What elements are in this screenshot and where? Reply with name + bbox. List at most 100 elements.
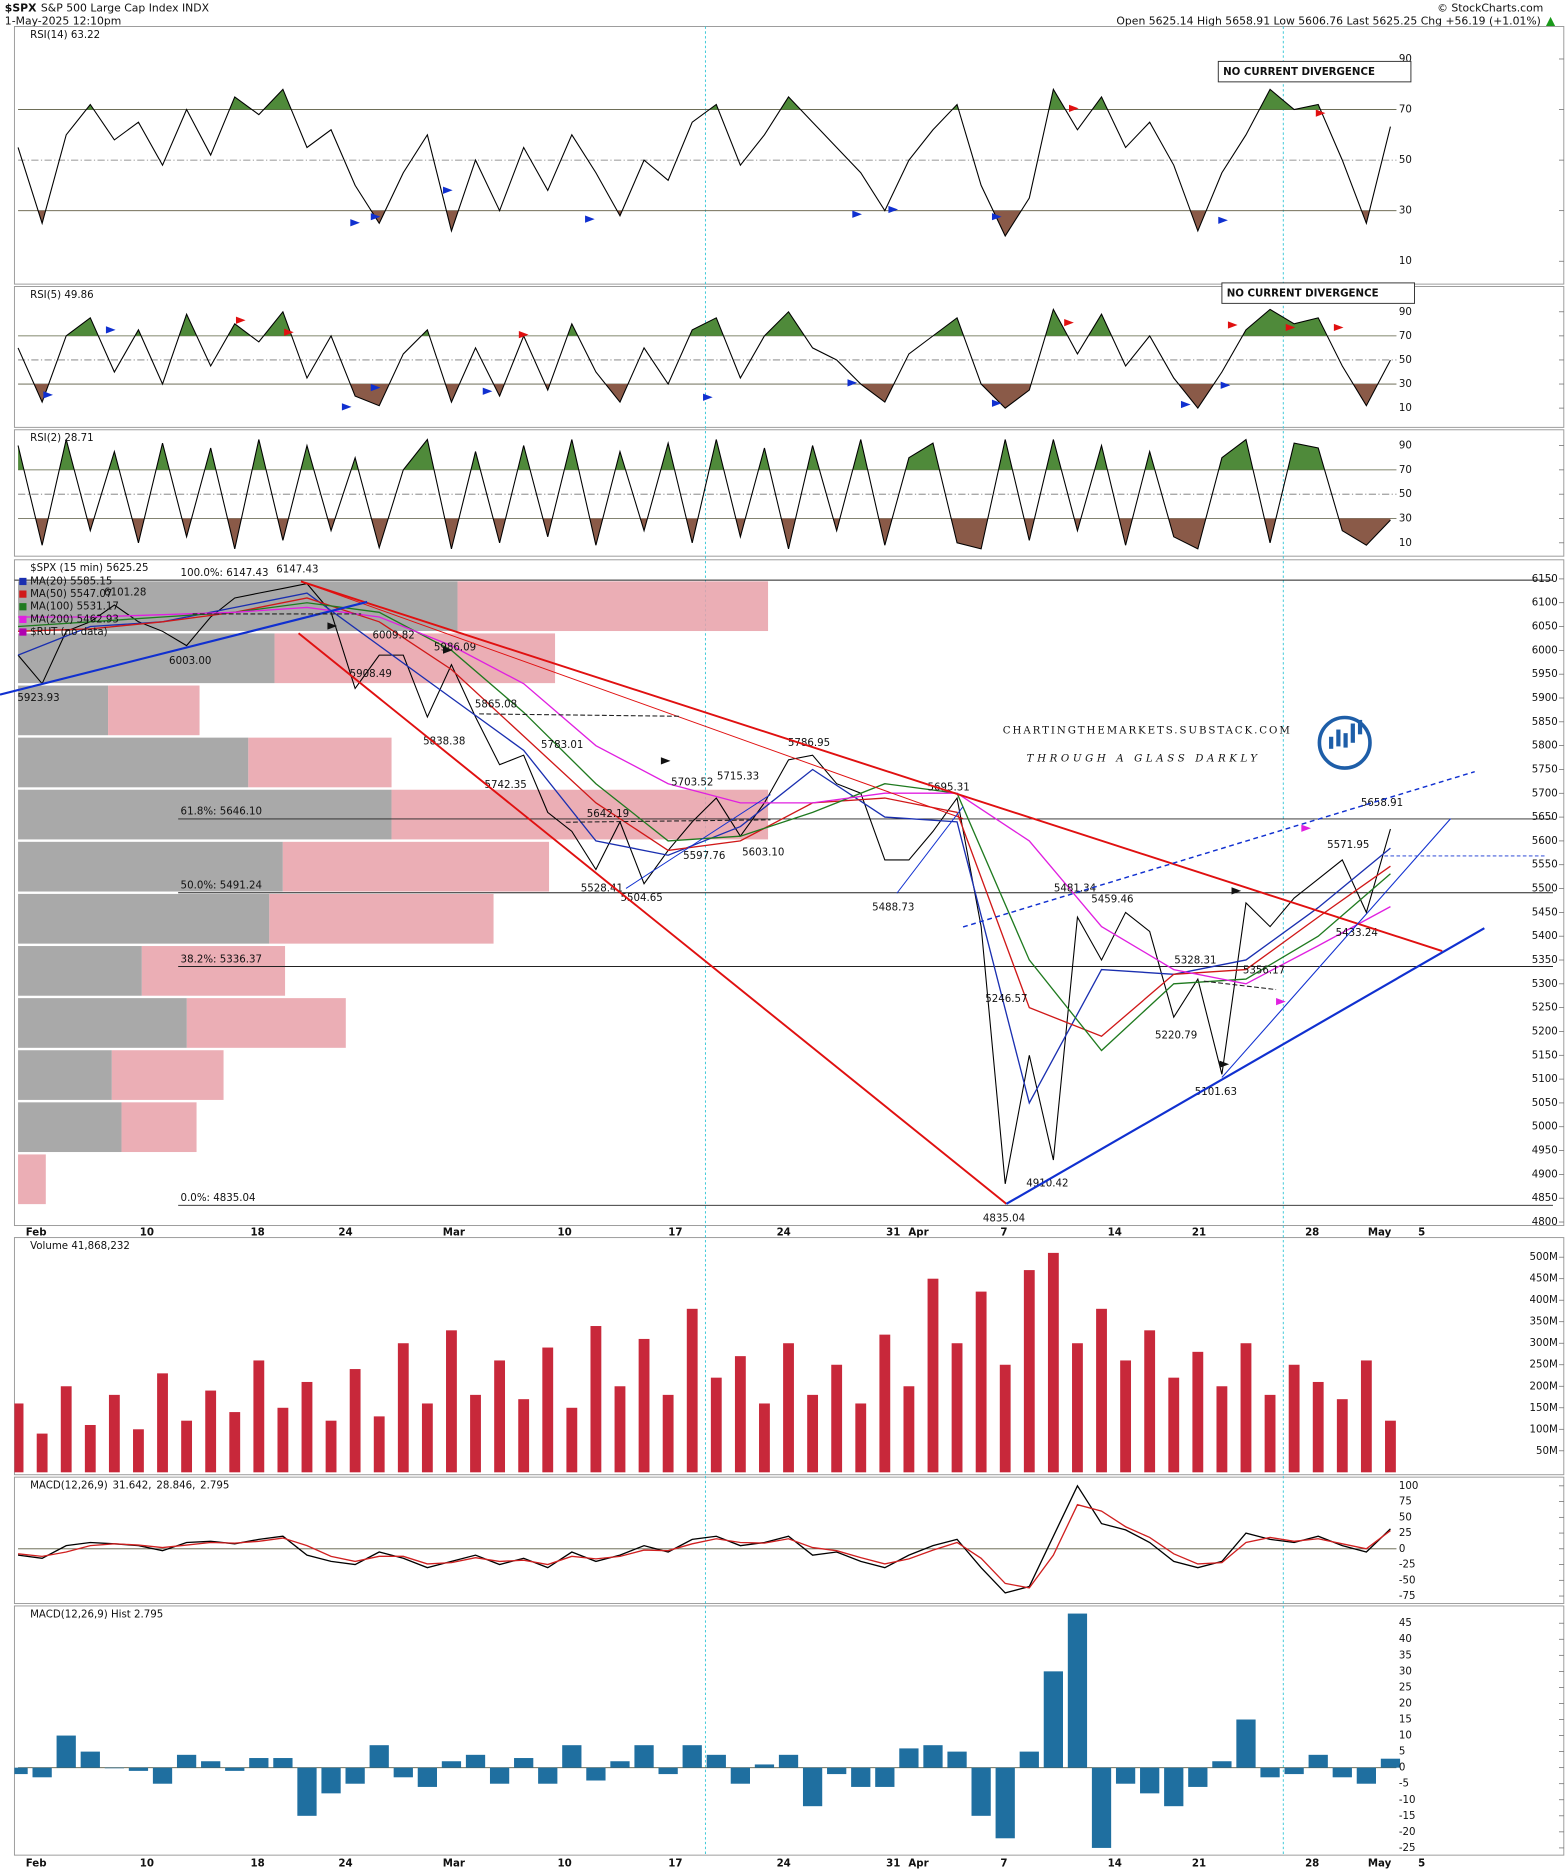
fib-label: 100.0%: 6147.43 <box>181 568 269 579</box>
y-tick-label: 50 <box>1399 355 1412 366</box>
bar <box>229 1412 241 1473</box>
y-tick-label: 30 <box>1399 1666 1412 1677</box>
arrow-head <box>585 215 595 223</box>
x-tick-label: 24 <box>777 1228 791 1239</box>
y-tick-label: 30 <box>1399 206 1412 217</box>
x-tick-label: 17 <box>668 1228 682 1239</box>
x-tick-label: 5 <box>1418 1859 1425 1870</box>
oversold-fill <box>18 384 1391 409</box>
y-tick-label: 250M <box>1529 1360 1557 1371</box>
y-tick-label: 100M <box>1529 1424 1557 1435</box>
arrow-head <box>1227 321 1238 329</box>
price-label: 5328.31 <box>1174 956 1216 967</box>
y-tick-label: -10 <box>1399 1795 1416 1806</box>
trend-line <box>896 806 964 894</box>
y-tick-label: 5650 <box>1532 812 1558 823</box>
x-tick-label: May <box>1368 1228 1392 1239</box>
bar <box>152 1767 173 1784</box>
bar <box>201 1761 221 1768</box>
y-tick-label: 30 <box>1399 514 1412 525</box>
arrow-head <box>888 205 899 214</box>
y-tick-label: 0 <box>1399 1763 1406 1774</box>
volume-by-price-down <box>282 841 550 892</box>
x-tick-label: 10 <box>557 1859 571 1870</box>
bar <box>1360 1360 1372 1473</box>
series-line <box>18 606 1391 985</box>
trend-line <box>625 794 771 889</box>
bar <box>36 1433 48 1473</box>
bar <box>1236 1719 1256 1768</box>
price-label: 5597.76 <box>683 851 725 862</box>
bar <box>851 1767 871 1787</box>
price-label: 5481.34 <box>1054 883 1096 894</box>
fib-label: 0.0%: 4835.04 <box>181 1193 256 1204</box>
bar <box>345 1767 365 1784</box>
y-tick-label: 10 <box>1399 256 1412 267</box>
y-tick-label: 5050 <box>1532 1098 1558 1109</box>
y-tick-label: 100 <box>1399 1481 1419 1492</box>
y-tick-label: 200M <box>1529 1381 1557 1392</box>
bar <box>301 1381 313 1473</box>
bar <box>754 1764 775 1768</box>
legend-swatch <box>19 628 27 636</box>
y-tick-label: 90 <box>1399 307 1412 318</box>
y-tick-label: 5500 <box>1532 884 1558 895</box>
y-tick-label: 5400 <box>1532 931 1558 942</box>
arrow-head <box>660 757 671 765</box>
y-tick-label: 70 <box>1399 465 1412 476</box>
y-tick-label: 5900 <box>1532 693 1558 704</box>
arrow-head <box>105 326 116 334</box>
y-tick-label: 30 <box>1399 379 1412 390</box>
arrow-head <box>852 210 862 218</box>
trend-line <box>0 600 368 696</box>
bar <box>1115 1767 1136 1784</box>
y-tick-label: 5850 <box>1532 717 1558 728</box>
price-label: 5783.01 <box>541 740 583 751</box>
arrow-head <box>43 391 53 399</box>
arrow-head <box>443 646 453 654</box>
arrow-head <box>1180 400 1191 409</box>
bar <box>297 1767 317 1816</box>
bar <box>1072 1343 1083 1473</box>
y-tick-label: 10 <box>1399 403 1412 414</box>
y-tick-label: 5300 <box>1532 979 1558 990</box>
y-tick-label: 4850 <box>1532 1193 1558 1204</box>
price-label: 5986.09 <box>434 643 476 654</box>
fib-label: 38.2%: 5336.37 <box>181 954 262 965</box>
panel-title: RSI(14) 63.22 <box>30 30 100 41</box>
bar <box>1288 1364 1300 1473</box>
bar <box>1216 1386 1228 1473</box>
y-tick-label: 6050 <box>1532 622 1558 633</box>
legend-swatch <box>19 615 27 623</box>
bar <box>1284 1767 1304 1775</box>
trend-line <box>1005 927 1485 1205</box>
panel <box>17 438 1397 550</box>
bar <box>1023 1270 1035 1473</box>
bar <box>783 1343 794 1473</box>
bar <box>682 1745 702 1768</box>
y-tick-label: 75 <box>1399 1497 1412 1508</box>
bar <box>1140 1767 1160 1794</box>
arrow-head <box>1069 104 1079 112</box>
bar <box>60 1386 72 1473</box>
bar <box>562 1745 582 1768</box>
y-tick-label: 5200 <box>1532 1026 1558 1037</box>
bar <box>1067 1613 1088 1768</box>
price-label: 5571.95 <box>1327 840 1369 851</box>
arrow-head <box>1220 381 1231 389</box>
overbought-fill <box>18 439 1325 470</box>
series-line <box>18 597 1391 1038</box>
y-tick-label: 5800 <box>1532 741 1558 752</box>
legend-swatch <box>19 577 27 586</box>
arrow-head <box>1301 824 1311 832</box>
x-tick-label: Apr <box>908 1859 929 1870</box>
bar <box>710 1377 722 1473</box>
bar <box>1168 1377 1180 1473</box>
y-tick-label: 5000 <box>1532 1122 1558 1133</box>
arrow-head <box>235 316 246 324</box>
price-line <box>17 307 1391 410</box>
volume-by-price-up <box>18 1102 122 1153</box>
y-tick-label: 450M <box>1529 1274 1557 1285</box>
arrow-head <box>327 622 338 630</box>
